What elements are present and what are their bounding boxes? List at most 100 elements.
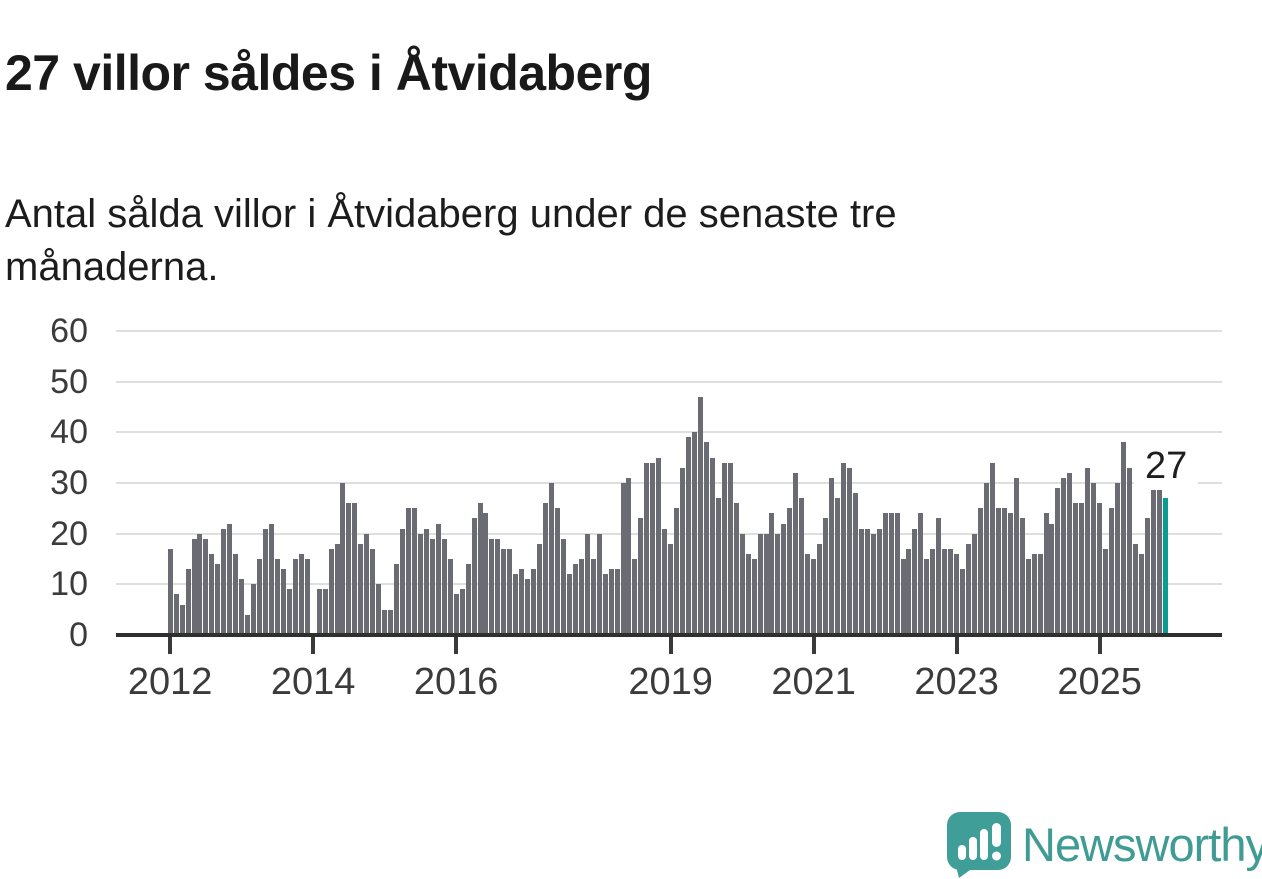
bar — [692, 432, 697, 635]
bar — [364, 533, 370, 635]
gridline — [116, 380, 1222, 383]
bar — [882, 513, 888, 635]
bar — [680, 467, 686, 635]
bar — [394, 564, 400, 635]
x-axis-line — [116, 633, 1222, 637]
x-axis-tick — [311, 637, 316, 654]
x-axis-tick-label: 2014 — [270, 661, 356, 703]
bar — [858, 528, 864, 635]
bar — [727, 462, 733, 635]
bar — [834, 498, 840, 635]
bar — [781, 523, 787, 635]
x-axis-tick-label: 2016 — [413, 661, 499, 703]
bar — [370, 548, 376, 635]
bar — [757, 533, 763, 635]
bar — [543, 503, 549, 635]
bar — [316, 589, 322, 635]
bar — [942, 548, 948, 635]
bar — [280, 569, 286, 635]
gridline — [116, 330, 1222, 332]
bar — [626, 477, 632, 635]
bar — [1085, 467, 1091, 635]
bar — [209, 553, 215, 635]
bar — [644, 462, 650, 635]
bar — [745, 553, 751, 635]
bar — [1156, 483, 1162, 635]
bar — [501, 548, 507, 635]
bar — [829, 477, 835, 635]
bar — [578, 559, 584, 635]
bar — [531, 569, 537, 635]
bar — [1019, 518, 1025, 635]
y-axis-tick-label: 40 — [50, 413, 88, 452]
bar — [173, 594, 179, 635]
bar — [751, 559, 757, 635]
bar — [989, 462, 995, 635]
bar — [453, 594, 459, 635]
bar — [650, 462, 656, 635]
bar — [1055, 488, 1061, 635]
bar — [590, 559, 596, 635]
x-axis-tick-label: 2012 — [127, 661, 213, 703]
x-axis-tick-label: 2019 — [628, 661, 713, 703]
bar — [459, 589, 465, 635]
bar — [346, 503, 352, 635]
gridline — [116, 532, 1222, 535]
bar — [1144, 518, 1150, 635]
page-title: 27 villor såldes i Åtvidaberg — [5, 44, 652, 101]
bar — [257, 559, 263, 635]
gridline — [116, 431, 1222, 434]
bar — [1091, 483, 1097, 635]
bar — [995, 508, 1001, 635]
y-axis-tick-label: 50 — [50, 362, 88, 401]
bar — [811, 559, 817, 635]
bar — [1061, 477, 1067, 635]
x-axis-tick — [811, 637, 816, 654]
bar — [983, 483, 989, 635]
x-axis-tick — [454, 637, 459, 654]
bar — [304, 559, 310, 635]
bar — [1138, 553, 1144, 635]
y-axis-tick-label: 10 — [50, 565, 88, 604]
bar — [697, 396, 703, 635]
bar — [286, 589, 292, 635]
gridline — [116, 482, 1222, 484]
bar — [1126, 467, 1132, 635]
y-axis-tick-label: 20 — [50, 514, 88, 553]
bar — [1079, 503, 1085, 635]
bar — [352, 503, 358, 635]
bar — [686, 437, 692, 635]
bar — [840, 462, 846, 635]
y-axis-tick-label: 60 — [50, 312, 88, 350]
x-axis-tick — [954, 637, 959, 654]
bar — [912, 528, 918, 635]
bar — [227, 523, 233, 635]
bar — [739, 533, 745, 635]
bar — [251, 584, 257, 635]
brand-name: Newsworthy — [1022, 818, 1262, 871]
bar — [584, 533, 590, 635]
bar — [167, 548, 173, 635]
bar — [656, 457, 662, 635]
bar — [1150, 483, 1156, 635]
bar — [668, 543, 674, 635]
bar — [554, 508, 560, 635]
bar — [817, 543, 823, 635]
bar — [191, 538, 197, 635]
bar — [340, 483, 346, 635]
bar — [674, 508, 680, 635]
bar — [709, 457, 715, 635]
bar — [1120, 442, 1126, 635]
bar — [662, 528, 668, 635]
bar — [1013, 477, 1019, 635]
bar — [489, 538, 495, 635]
bar — [1115, 483, 1121, 635]
bar — [846, 467, 852, 635]
bar — [328, 548, 334, 635]
bar — [221, 528, 227, 635]
x-axis-tick — [1097, 637, 1102, 654]
x-axis-tick — [168, 637, 173, 654]
bar — [1109, 508, 1115, 635]
bar — [1103, 548, 1109, 635]
